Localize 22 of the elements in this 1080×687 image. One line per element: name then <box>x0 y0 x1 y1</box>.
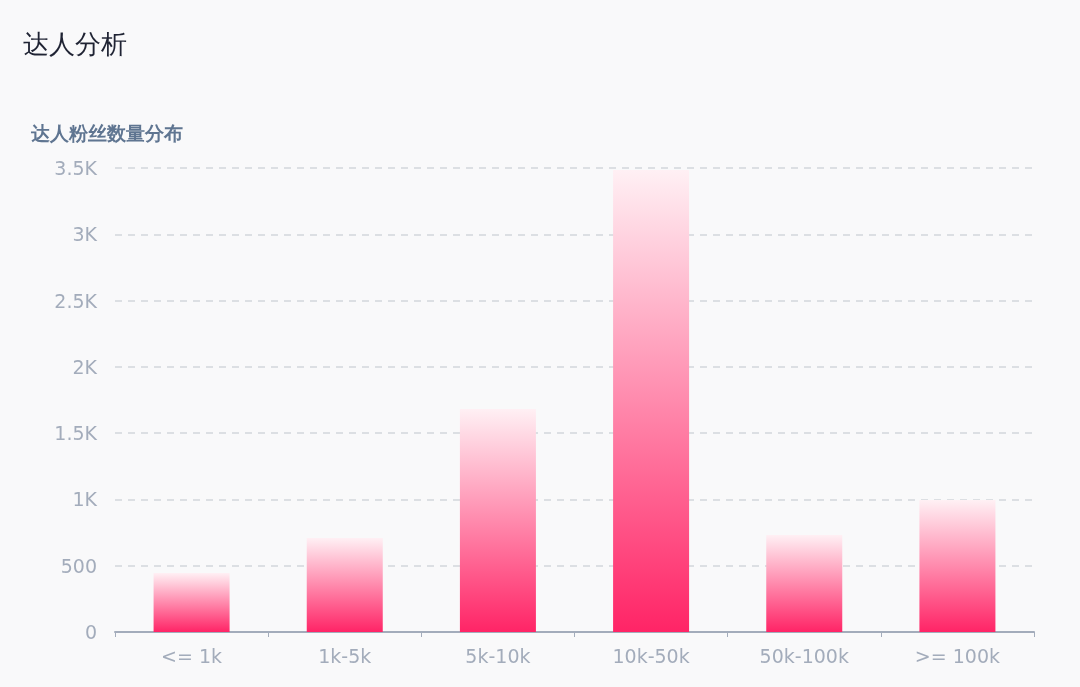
bar <box>153 573 230 632</box>
y-tick-label: 3K <box>72 223 98 246</box>
y-tick-label: 1.5K <box>54 422 98 445</box>
x-tick-label: >= 100k <box>914 644 1000 667</box>
x-tick-label: 5k-10k <box>465 644 531 667</box>
chart-subtitle: 达人粉丝数量分布 <box>30 121 183 144</box>
y-tick-label: 2.5K <box>54 289 98 312</box>
y-tick-label: 1K <box>72 488 98 511</box>
y-tick-label: 0 <box>84 621 97 643</box>
bar <box>766 535 843 632</box>
bar <box>613 170 690 632</box>
y-tick-label: 500 <box>60 554 97 577</box>
bar <box>306 538 383 632</box>
chart-title: 达人分析 <box>23 29 127 59</box>
bar <box>459 409 536 632</box>
x-tick-label: 1k-5k <box>318 644 372 667</box>
bar <box>919 500 996 632</box>
y-tick-label: 2K <box>72 355 98 378</box>
x-tick-label: <= 1k <box>161 644 223 667</box>
x-tick-label: 10k-50k <box>612 644 690 667</box>
x-tick-label: 50k-100k <box>759 644 849 667</box>
y-tick-label: 3.5K <box>54 157 98 179</box>
